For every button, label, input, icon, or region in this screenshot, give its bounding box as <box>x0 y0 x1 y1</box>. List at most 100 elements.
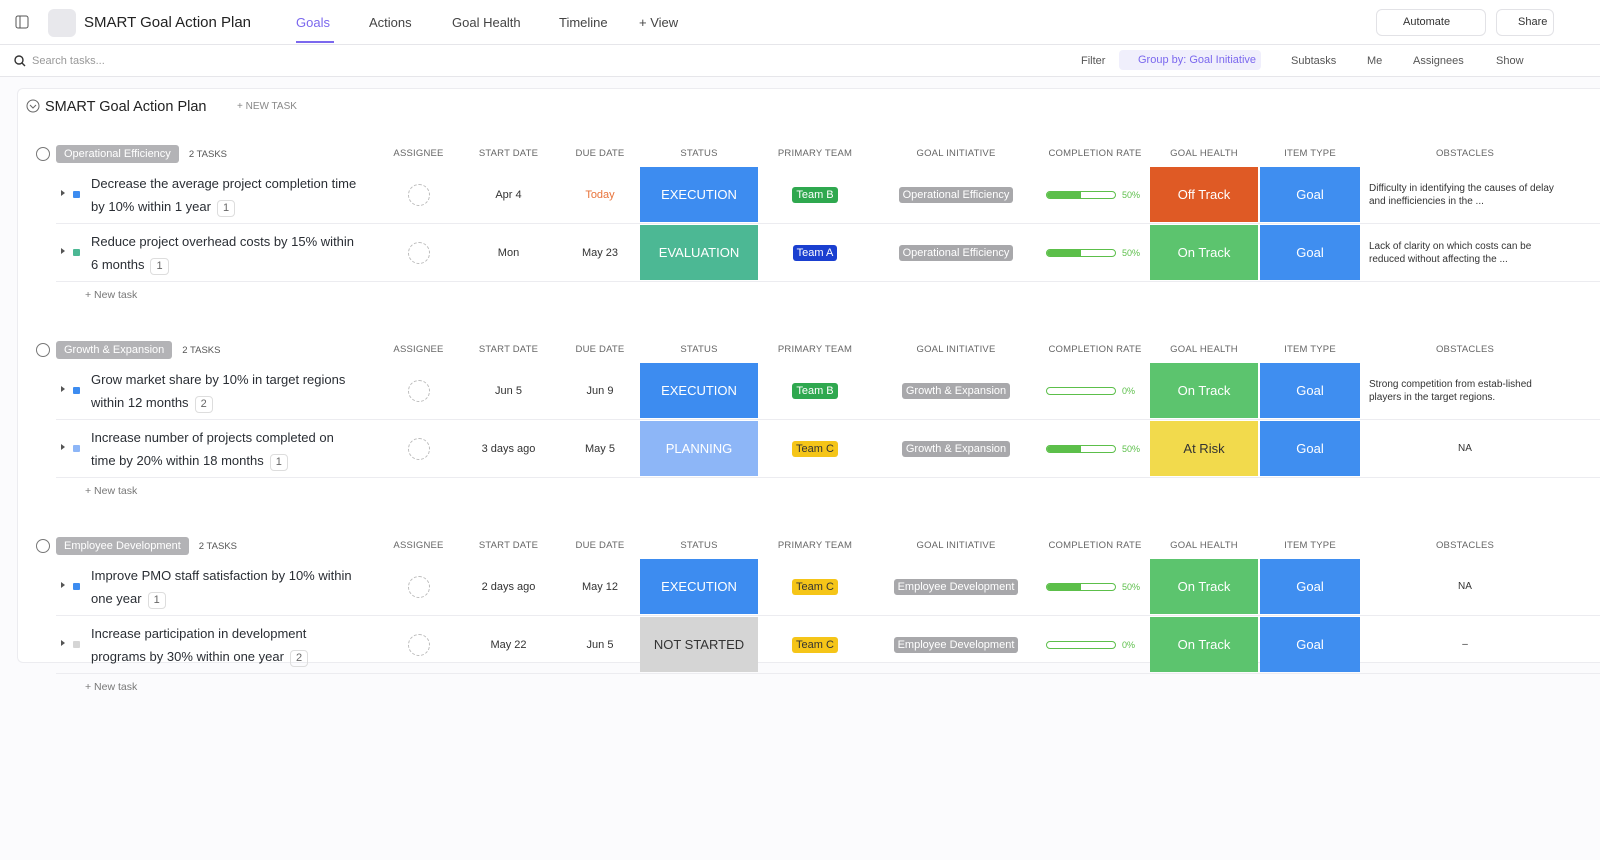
item-type[interactable]: Goal <box>1260 559 1360 614</box>
group-label: Employee Development 2 TASKS <box>36 534 381 558</box>
obstacles: NA <box>1458 581 1472 592</box>
subtasks-button[interactable]: Subtasks <box>1291 55 1337 67</box>
filter-button[interactable]: Filter <box>1081 55 1106 67</box>
task-name[interactable]: Increase number of projects completed on… <box>91 430 334 468</box>
assignee-avatar[interactable] <box>407 437 430 460</box>
group-name: Operational Efficiency <box>56 145 179 163</box>
task-name[interactable]: Decrease the average project completion … <box>91 176 357 214</box>
search-input[interactable]: Search tasks... <box>32 55 105 67</box>
status[interactable]: PLANNING <box>640 421 758 476</box>
assignee-avatar[interactable] <box>407 379 430 402</box>
task-name[interactable]: Improve PMO staff satisfaction by 10% wi… <box>91 568 352 606</box>
expand-arrow[interactable] <box>61 386 65 392</box>
expand-arrow[interactable] <box>61 582 65 588</box>
column-header: ASSIGNEE <box>393 344 444 355</box>
tab[interactable]: Goals <box>296 15 334 43</box>
assignee-avatar[interactable] <box>407 241 430 264</box>
tab[interactable]: Goal Health <box>452 15 521 30</box>
task-name[interactable]: Grow market share by 10% in target regio… <box>91 372 346 410</box>
team-pill: Team C <box>792 636 838 653</box>
group-toggle[interactable] <box>36 343 50 357</box>
task-name[interactable]: Reduce project overhead costs by 15% wit… <box>91 234 355 272</box>
goal-health[interactable]: On Track <box>1150 559 1258 614</box>
goal-health[interactable]: Off Track <box>1150 167 1258 222</box>
group-header: Employee Development 2 TASKS ASSIGNEE START… <box>18 534 1600 558</box>
group-header: Operational Efficiency 2 TASKS ASSIGNEE STA… <box>18 142 1600 166</box>
column-header: OBSTACLES <box>1435 148 1495 159</box>
goal-health[interactable]: On Track <box>1150 225 1258 280</box>
collapse-icon[interactable] <box>26 99 40 113</box>
list-title: SMART Goal Action Plan <box>84 14 252 31</box>
add-task[interactable]: + New task <box>85 485 138 497</box>
automate-button[interactable]: Automate <box>1376 9 1486 36</box>
column-header: GOAL INITIATIVE <box>916 344 996 355</box>
completion-cell: 0% <box>1041 616 1149 673</box>
initiative-cell: Employee Development <box>871 616 1041 673</box>
task-name-cell: Improve PMO staff satisfaction by 10% wi… <box>56 558 381 615</box>
subtask-count[interactable]: 2 <box>289 650 309 667</box>
expand-arrow[interactable] <box>61 640 65 646</box>
expand-arrow[interactable] <box>61 190 65 196</box>
status-dot <box>73 445 80 452</box>
group-by-button[interactable]: Group by: Goal Initiative <box>1119 50 1262 70</box>
assignees-button[interactable]: Assignees <box>1413 55 1464 67</box>
add-view[interactable]: + View <box>639 15 679 30</box>
team-pill: Team A <box>792 244 838 261</box>
status[interactable]: EVALUATION <box>640 225 758 280</box>
goal-health[interactable]: On Track <box>1150 617 1258 672</box>
goal-health[interactable]: On Track <box>1150 363 1258 418</box>
expand-arrow[interactable] <box>61 248 65 254</box>
subtask-count[interactable]: 1 <box>147 592 166 609</box>
sidebar-toggle[interactable] <box>15 15 29 29</box>
start-date: Jun 5 <box>495 384 522 397</box>
new-task-button[interactable]: + NEW TASK <box>237 101 297 112</box>
show-button[interactable]: Show <box>1496 55 1524 67</box>
due-date: May 12 <box>581 580 619 593</box>
group-toggle[interactable] <box>36 539 50 553</box>
completion-label: 50% <box>1122 443 1141 454</box>
item-type[interactable]: Goal <box>1260 421 1360 476</box>
subtask-count[interactable]: 1 <box>216 200 236 217</box>
completion-label: 0% <box>1122 639 1136 650</box>
tab[interactable]: Actions <box>369 15 412 30</box>
item-type[interactable]: Goal <box>1260 225 1360 280</box>
task-name[interactable]: Increase participation in development pr… <box>91 626 307 664</box>
share-button[interactable]: Share <box>1496 9 1554 36</box>
completion-label: 50% <box>1122 189 1141 200</box>
status[interactable]: EXECUTION <box>640 559 758 614</box>
assignee-avatar[interactable] <box>407 183 430 206</box>
status[interactable]: EXECUTION <box>640 167 758 222</box>
assignee-avatar[interactable] <box>407 575 430 598</box>
column-header: STATUS <box>680 344 718 355</box>
group: Growth & Expansion 2 TASKS ASSIGNEE START D… <box>18 338 1600 504</box>
assignee-avatar[interactable] <box>407 633 430 656</box>
add-task[interactable]: + New task <box>85 681 138 693</box>
group-label: Growth & Expansion 2 TASKS <box>36 338 381 362</box>
team-cell: Team A <box>759 224 871 281</box>
progress-track <box>1046 248 1116 257</box>
item-type[interactable]: Goal <box>1260 363 1360 418</box>
team-pill: Team C <box>792 578 838 595</box>
status[interactable]: NOT STARTED <box>640 617 758 672</box>
tab[interactable]: Timeline <box>559 15 608 30</box>
task-name-cell: Reduce project overhead costs by 15% wit… <box>56 224 381 281</box>
status[interactable]: EXECUTION <box>640 363 758 418</box>
item-type[interactable]: Goal <box>1260 167 1360 222</box>
task-row: Reduce project overhead costs by 15% wit… <box>56 224 1600 282</box>
status-dot <box>73 387 80 394</box>
subtask-count[interactable]: 2 <box>194 396 213 413</box>
goal-health[interactable]: At Risk <box>1150 421 1258 476</box>
expand-arrow[interactable] <box>61 444 65 450</box>
start-date: May 22 <box>490 638 527 651</box>
column-header: START DATE <box>478 148 539 159</box>
me-button[interactable]: Me <box>1367 55 1383 67</box>
column-header: ASSIGNEE <box>393 540 444 551</box>
add-task[interactable]: + New task <box>85 289 138 301</box>
group-toggle[interactable] <box>36 147 50 161</box>
initiative-cell: Operational Efficiency <box>871 166 1041 223</box>
obstacles: – <box>1462 639 1468 650</box>
subtask-count[interactable]: 1 <box>269 454 288 471</box>
item-type[interactable]: Goal <box>1260 617 1360 672</box>
subtask-count[interactable]: 1 <box>150 258 169 275</box>
obstacles: Strong competition from estab-lished pla… <box>1369 378 1532 403</box>
